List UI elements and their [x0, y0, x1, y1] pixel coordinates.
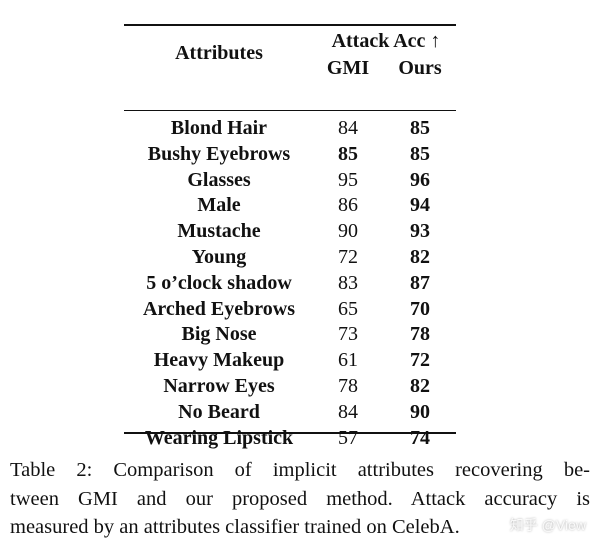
- table-row: Young 72 82: [124, 245, 456, 271]
- table-row: Big Nose 73 78: [124, 322, 456, 348]
- table-top-rule: [124, 24, 456, 26]
- cell-ours: 94: [410, 194, 430, 217]
- cell-attribute: Male: [197, 194, 241, 217]
- cell-ours: 87: [410, 271, 430, 294]
- cell-attribute: Wearing Lipstick: [144, 426, 294, 449]
- cell-gmi: 61: [338, 349, 358, 372]
- caption-line-2: tween GMI and our proposed method. Attac…: [10, 487, 590, 510]
- cell-gmi: 85: [338, 142, 358, 165]
- table-row: Mustache 90 93: [124, 219, 456, 245]
- cell-gmi: 83: [338, 271, 358, 294]
- table-row: Glasses 95 96: [124, 168, 456, 194]
- caption-line-1: Table 2: Comparison of implicit attribut…: [10, 459, 590, 481]
- cell-ours: 74: [410, 426, 430, 449]
- caption-line-3: measured by an attributes classifier tra…: [10, 516, 460, 538]
- header-attack-acc: Attack Acc ↑: [331, 30, 441, 52]
- cell-attribute: Glasses: [187, 168, 251, 191]
- cell-gmi: 65: [338, 297, 358, 320]
- cell-ours: 78: [410, 323, 430, 346]
- header-gmi: GMI: [326, 57, 370, 79]
- cell-ours: 90: [410, 400, 430, 423]
- table-row: 5 o’clock shadow 83 87: [124, 271, 456, 297]
- table-caption: Table 2: Comparison of implicit attribut…: [10, 456, 590, 542]
- cell-attribute: Big Nose: [181, 323, 257, 346]
- cell-attribute: No Beard: [178, 400, 260, 423]
- cell-attribute: Heavy Makeup: [153, 349, 285, 372]
- cell-attribute: Mustache: [177, 220, 261, 243]
- cell-ours: 82: [410, 374, 430, 397]
- table-row: Wearing Lipstick 57 74: [124, 426, 456, 452]
- table-row: No Beard 84 90: [124, 400, 456, 426]
- header-attributes: Attributes: [175, 42, 263, 64]
- cell-attribute: Bushy Eyebrows: [147, 142, 291, 165]
- table-body: Blond Hair 84 85 Bushy Eyebrows 85 85 Glasses 9…: [124, 116, 456, 451]
- table-header-rule: [124, 110, 456, 111]
- cell-attribute: 5 o’clock shadow: [146, 271, 292, 294]
- cell-attribute: Blond Hair: [170, 117, 268, 139]
- header-ours: Ours: [398, 57, 442, 79]
- table-row: Arched Eyebrows 65 70: [124, 297, 456, 323]
- cell-gmi: 84: [338, 117, 358, 139]
- cell-gmi: 84: [338, 400, 358, 423]
- table-row: Male 86 94: [124, 193, 456, 219]
- table-row: Bushy Eyebrows 85 85: [124, 142, 456, 168]
- cell-attribute: Young: [191, 245, 247, 268]
- cell-ours: 85: [410, 117, 430, 139]
- watermark: 知乎 @View: [509, 517, 586, 533]
- table-row: Blond Hair 84 85: [124, 116, 456, 142]
- cell-gmi: 86: [338, 194, 358, 217]
- cell-ours: 85: [410, 142, 430, 165]
- cell-ours: 70: [410, 297, 430, 320]
- cell-ours: 82: [410, 245, 430, 268]
- table-bottom-rule: [124, 432, 456, 434]
- cell-ours: 93: [410, 220, 430, 243]
- table-row: Narrow Eyes 78 82: [124, 374, 456, 400]
- table-row: Heavy Makeup 61 72: [124, 348, 456, 374]
- cell-gmi: 72: [338, 245, 358, 268]
- cell-gmi: 57: [338, 426, 358, 449]
- cell-gmi: 73: [338, 323, 358, 346]
- cell-ours: 72: [410, 349, 430, 372]
- cell-gmi: 78: [338, 374, 358, 397]
- cell-gmi: 90: [338, 220, 358, 243]
- cell-attribute: Arched Eyebrows: [142, 297, 296, 320]
- cell-attribute: Narrow Eyes: [163, 374, 275, 397]
- cell-gmi: 95: [338, 168, 358, 191]
- cell-ours: 96: [410, 168, 430, 191]
